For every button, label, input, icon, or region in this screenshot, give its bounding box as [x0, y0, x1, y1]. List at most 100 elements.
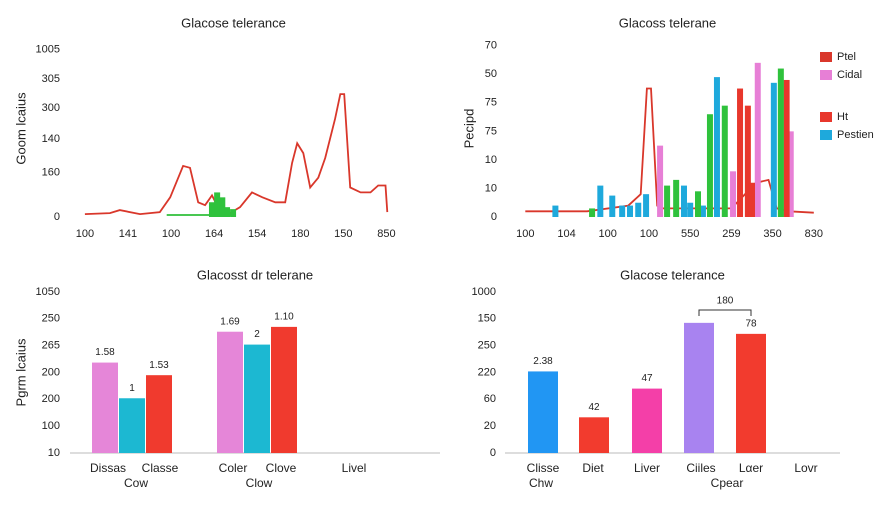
- bar-label: 1: [129, 383, 135, 394]
- x-tick-label: 104: [557, 228, 575, 240]
- legend-swatch: [820, 130, 832, 140]
- y-tick-label: 250: [478, 340, 496, 352]
- y-tick-label: 160: [42, 167, 60, 179]
- bar: [597, 185, 604, 217]
- bar: [777, 68, 784, 217]
- chart-title: Glacose telerance: [181, 15, 286, 30]
- y-tick-label: 20: [484, 420, 496, 432]
- y-tick-label: 60: [484, 393, 496, 405]
- y-tick-label: 0: [490, 447, 496, 459]
- y-axis-label: Pecipd: [461, 109, 476, 149]
- group-label: Cow: [124, 476, 148, 490]
- x-tick-label: 100: [640, 228, 658, 240]
- bar-label: 1.53: [149, 360, 169, 371]
- x-tick-label: 550: [681, 228, 699, 240]
- bar-label: 1.58: [95, 347, 115, 358]
- bar: [695, 191, 701, 217]
- x-tick-label: Coler: [219, 461, 248, 475]
- bar: [687, 202, 694, 217]
- bar: [770, 82, 777, 218]
- bar: [224, 207, 231, 217]
- x-tick-label: 180: [291, 228, 309, 240]
- x-tick-label: Dissas: [90, 461, 126, 475]
- group-label: Clow: [246, 476, 273, 490]
- bar: [706, 114, 713, 217]
- bar: [730, 171, 737, 217]
- x-tick-label: Lαer: [739, 461, 763, 475]
- y-tick-label: 70: [485, 40, 497, 52]
- bar: [230, 209, 237, 217]
- bar: [609, 195, 616, 217]
- y-tick-label: 50: [485, 68, 497, 80]
- bar: [579, 417, 609, 453]
- bar: [208, 202, 215, 217]
- y-tick-label: 250: [42, 313, 60, 325]
- bar-label: 2.38: [533, 356, 553, 367]
- legend-swatch: [820, 52, 832, 62]
- bar: [217, 331, 243, 453]
- line: [84, 93, 389, 216]
- legend-label: Pestien: [837, 129, 874, 141]
- bar: [119, 398, 145, 453]
- chart-title: Glacosst dr telerane: [197, 267, 313, 282]
- bar: [744, 105, 751, 217]
- bar: [754, 62, 761, 217]
- chart-title: Glacoss telerane: [619, 15, 717, 30]
- bar: [680, 185, 687, 217]
- bar: [626, 205, 633, 217]
- y-tick-label: 10: [485, 182, 497, 194]
- legend-label: Ht: [837, 111, 848, 123]
- legend-label: Cidal: [837, 69, 862, 81]
- bar: [673, 179, 680, 217]
- x-tick-label: 259: [722, 228, 740, 240]
- y-tick-label: 200: [42, 393, 60, 405]
- y-tick-label: 265: [42, 340, 60, 352]
- x-tick-label: 100: [76, 228, 94, 240]
- y-tick-label: 75: [485, 97, 497, 109]
- y-tick-label: 1050: [36, 286, 60, 298]
- x-tick-label: Diet: [582, 461, 604, 475]
- bar-label: 2: [254, 329, 260, 340]
- bar: [737, 88, 744, 217]
- bar: [748, 182, 755, 217]
- bar-label: 78: [745, 319, 757, 330]
- bar: [713, 77, 720, 217]
- bracket: [698, 309, 752, 316]
- bar: [643, 194, 650, 217]
- bar: [92, 362, 118, 453]
- y-tick-label: 1005: [36, 44, 60, 56]
- chart-title: Glacose telerance: [620, 267, 725, 282]
- bar: [632, 388, 662, 453]
- x-tick-label: Clove: [266, 461, 297, 475]
- y-tick-label: 75: [485, 125, 497, 137]
- bar: [787, 131, 794, 217]
- y-tick-label: 0: [491, 211, 497, 223]
- x-tick-label: Ciiles: [686, 461, 715, 475]
- bar: [244, 344, 270, 453]
- x-tick-label: 830: [805, 228, 823, 240]
- x-tick-label: Clisse: [527, 461, 560, 475]
- bar-label: 1.69: [220, 316, 240, 327]
- group-label: Cpear: [711, 476, 744, 490]
- bar: [684, 322, 714, 453]
- legend-swatch: [820, 70, 832, 80]
- bar: [271, 326, 297, 453]
- y-axis-label: Goom lcaius: [13, 92, 28, 165]
- x-tick-label: Lovr: [794, 461, 817, 475]
- bar: [219, 197, 226, 217]
- bar-label: 42: [588, 402, 600, 413]
- bar: [664, 185, 671, 217]
- x-tick-label: Liver: [634, 461, 660, 475]
- legend-swatch: [820, 112, 832, 122]
- x-tick-label: 150: [334, 228, 352, 240]
- group-label: Chw: [529, 476, 553, 490]
- x-tick-label: Livel: [342, 461, 367, 475]
- bar-label: 47: [641, 373, 653, 384]
- y-tick-label: 300: [42, 102, 60, 114]
- bar-label: 1.10: [274, 312, 294, 323]
- y-tick-label: 10: [485, 154, 497, 166]
- y-tick-label: 150: [478, 313, 496, 325]
- bar: [721, 105, 728, 217]
- y-tick-label: 305: [42, 73, 60, 85]
